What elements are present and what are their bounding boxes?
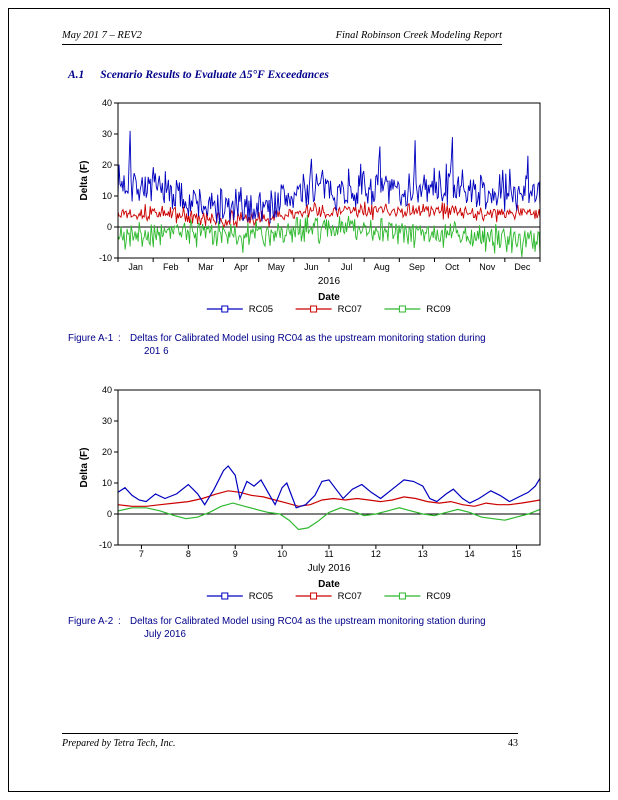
section-number: A.1 [68, 69, 85, 81]
x-tick-label: 8 [186, 549, 191, 559]
header-right-text: Final Robinson Creek Modeling Report [335, 30, 502, 41]
page-border [8, 8, 610, 792]
x-period-label: July 2016 [308, 563, 351, 574]
x-tick-label: 10 [277, 549, 287, 559]
y-tick-label: 20 [102, 447, 112, 457]
figure-a2-chart: 40 30 20 10 0 -10 7 8 9 10 11 12 13 14 15 July 2016 Date… [79, 385, 541, 602]
y-tick-label: 10 [102, 191, 112, 201]
section-heading: A.1 Scenario Results to Evaluate Δ5°F Ex… [68, 69, 329, 81]
page-number: 43 [508, 738, 518, 749]
page-header: May 201 7 – REV2 Final Robinson Creek Mo… [62, 30, 502, 45]
caption-line1: Deltas for Calibrated Model using RC04 a… [130, 333, 486, 344]
y-tick-label: -10 [99, 253, 112, 263]
y-tick-label: 30 [102, 129, 112, 139]
x-tick-label: 9 [233, 549, 238, 559]
legend-label-RC05: RC05 [249, 304, 273, 315]
legend-marker-RC07 [310, 305, 318, 313]
x-tick-label: Jul [341, 262, 353, 272]
x-tick-label: Dec [514, 262, 531, 272]
x-tick-label: Jun [304, 262, 319, 272]
legend-label-RC05: RC05 [249, 591, 273, 602]
caption-label: Figure A-1 [68, 333, 114, 344]
figure-a2: 40 30 20 10 0 -10 7 8 9 10 11 12 13 14 15 July 2016 Date… [68, 382, 548, 611]
plot-box [117, 389, 541, 546]
y-axis-title: Delta (F) [79, 161, 90, 201]
figure-a1: 40 30 20 10 0 -10 Jan Feb Mar Apr May Jun Jul Aug Sep O… [68, 95, 548, 324]
y-tick-label: 10 [102, 478, 112, 488]
x-period-label: 2016 [318, 276, 341, 287]
section-title: Scenario Results to Evaluate Δ5°F Exceed… [100, 69, 329, 81]
y-tick-label: -10 [99, 540, 112, 550]
series-line-RC05 [117, 465, 541, 509]
caption-text: Deltas for Calibrated Model using RC04 a… [130, 333, 504, 358]
x-axis-title: Date [318, 292, 340, 303]
caption-colon: : [118, 616, 121, 627]
legend-label-RC07: RC07 [338, 304, 362, 315]
x-axis-title: Date [318, 579, 340, 590]
x-tick-label: Jan [128, 262, 143, 272]
page-footer: Prepared by Tetra Tech, Inc. 43 [62, 733, 518, 749]
x-tick-label: Feb [163, 262, 179, 272]
series-line-RC07 [117, 490, 541, 507]
footer-left-text: Prepared by Tetra Tech, Inc. [62, 738, 176, 749]
figure-a1-caption: Figure A-1 : Deltas for Calibrated Model… [68, 333, 504, 358]
x-tick-label: 12 [371, 549, 381, 559]
y-tick-label: 20 [102, 160, 112, 170]
legend-marker-RC05 [221, 592, 229, 600]
x-tick-label: 15 [512, 549, 522, 559]
figure-a1-chart: 40 30 20 10 0 -10 Jan Feb Mar Apr May Jun Jul Aug Sep O… [79, 98, 541, 315]
y-axis-title: Delta (F) [79, 448, 90, 488]
caption-line2: 201 6 [144, 345, 169, 357]
x-tick-label: 13 [418, 549, 428, 559]
legend-marker-RC09 [398, 305, 406, 313]
series-line-RC09 [117, 214, 541, 258]
x-tick-label: 14 [465, 549, 475, 559]
header-left-text: May 201 7 – REV2 [62, 30, 142, 41]
caption-colon: : [118, 333, 121, 344]
legend-marker-RC09 [398, 592, 406, 600]
x-tick-label: May [268, 262, 286, 272]
y-tick-label: 40 [102, 385, 112, 395]
x-tick-label: Mar [198, 262, 214, 272]
caption-line1: Deltas for Calibrated Model using RC04 a… [130, 616, 486, 627]
series-line-RC09 [117, 502, 541, 531]
x-tick-label: Sep [409, 262, 425, 272]
y-tick-label: 0 [107, 509, 112, 519]
x-tick-label: 11 [324, 549, 333, 559]
x-tick-label: 7 [139, 549, 144, 559]
y-tick-label: 40 [102, 98, 112, 108]
y-tick-label: 0 [107, 222, 112, 232]
x-tick-label: Nov [479, 262, 496, 272]
caption-text: Deltas for Calibrated Model using RC04 a… [130, 616, 504, 641]
caption-label: Figure A-2 [68, 616, 114, 627]
x-tick-label: Aug [374, 262, 390, 272]
legend-marker-RC07 [310, 592, 318, 600]
x-tick-label: Oct [445, 262, 460, 272]
series-line-RC05 [117, 130, 541, 225]
legend-label-RC09: RC09 [426, 591, 450, 602]
legend-label-RC09: RC09 [426, 304, 450, 315]
figure-a2-caption: Figure A-2 : Deltas for Calibrated Model… [68, 616, 504, 641]
legend-marker-RC05 [221, 305, 229, 313]
caption-line2: July 2016 [144, 628, 186, 640]
x-tick-label: Apr [234, 262, 248, 272]
y-tick-label: 30 [102, 416, 112, 426]
legend-label-RC07: RC07 [338, 591, 362, 602]
